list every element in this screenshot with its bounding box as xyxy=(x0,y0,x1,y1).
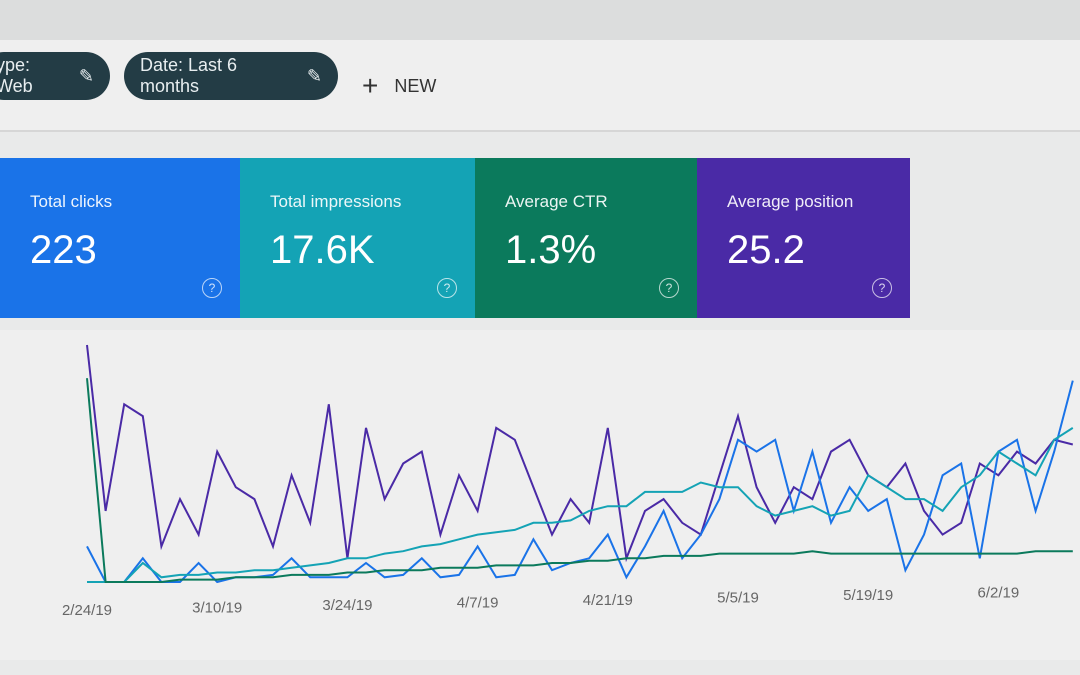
card-value: 25.2 xyxy=(727,228,805,272)
filter-bar: ype: Web ✎ Date: Last 6 months ✎ + NEW xyxy=(0,40,1080,132)
series-line-0 xyxy=(86,344,1074,563)
series-line-3 xyxy=(86,378,1073,583)
plus-icon: + xyxy=(362,70,379,101)
help-icon[interactable]: ? xyxy=(437,278,457,298)
metric-cards: Total clicks 223 ? Total impressions 17.… xyxy=(0,158,910,318)
card-label: Average CTR xyxy=(505,192,608,211)
chip-label: ype: Web xyxy=(0,55,33,96)
pencil-icon[interactable]: ✎ xyxy=(78,65,94,86)
x-tick-label: 3/24/19 xyxy=(322,597,372,614)
card-average-position[interactable]: Average position 25.2 ? xyxy=(697,158,910,318)
x-tick-label: 6/2/19 xyxy=(978,585,1020,602)
card-total-impressions[interactable]: Total impressions 17.6K ? xyxy=(240,158,475,318)
card-value: 17.6K xyxy=(270,228,375,272)
card-value: 223 xyxy=(30,228,97,272)
x-tick-label: 5/19/19 xyxy=(843,587,893,604)
help-icon[interactable]: ? xyxy=(202,278,222,298)
card-label: Average position xyxy=(727,192,854,211)
x-tick-label: 4/7/19 xyxy=(457,595,499,612)
card-total-clicks[interactable]: Total clicks 223 ? xyxy=(0,158,240,318)
top-bar xyxy=(0,0,1080,40)
card-average-ctr[interactable]: Average CTR 1.3% ? xyxy=(475,158,697,318)
series-line-2 xyxy=(87,427,1074,583)
performance-chart-panel: 2/24/19 3/10/19 3/24/19 4/7/19 4/21/19 5/5/19… xyxy=(0,330,1080,660)
filter-chip-date[interactable]: Date: Last 6 months ✎ xyxy=(124,52,338,100)
chip-label: Date: Last 6 months xyxy=(140,55,238,96)
x-tick-label: 2/24/19 xyxy=(62,602,112,619)
performance-chart: 2/24/19 3/10/19 3/24/19 4/7/19 4/21/19 5/5/19… xyxy=(62,344,1074,619)
new-label: NEW xyxy=(394,75,437,96)
new-filter-button[interactable]: + NEW xyxy=(362,70,436,102)
series-line-1 xyxy=(86,380,1074,584)
card-label: Total impressions xyxy=(270,192,402,211)
help-icon[interactable]: ? xyxy=(872,278,892,298)
help-icon[interactable]: ? xyxy=(659,278,679,298)
x-tick-label: 4/21/19 xyxy=(583,592,633,609)
x-tick-label: 3/10/19 xyxy=(192,600,242,617)
card-label: Total clicks xyxy=(30,192,113,211)
card-value: 1.3% xyxy=(505,228,597,272)
pencil-icon[interactable]: ✎ xyxy=(306,65,322,86)
x-tick-label: 5/5/19 xyxy=(717,590,759,607)
filter-chip-search-type[interactable]: ype: Web ✎ xyxy=(0,52,110,100)
